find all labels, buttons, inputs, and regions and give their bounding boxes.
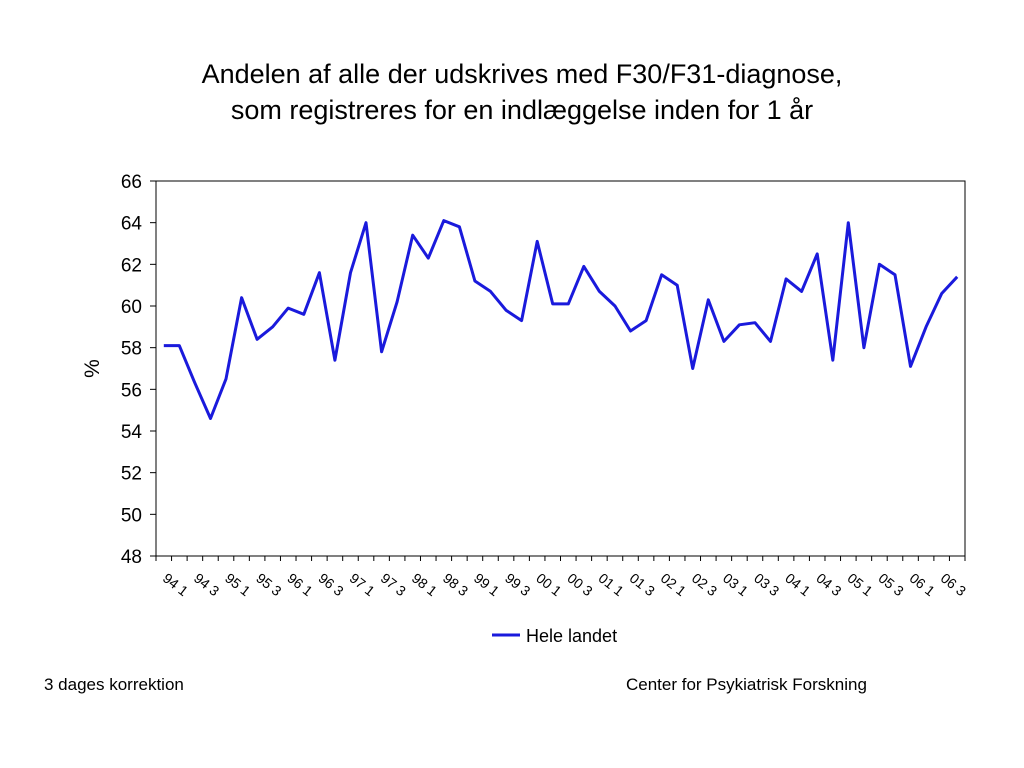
x-tick-label: 03 3 [751, 570, 782, 600]
x-tick-label: 04 1 [782, 570, 813, 600]
y-tick-label: 64 [121, 214, 143, 235]
y-tick-label: 52 [121, 464, 142, 485]
y-tick-label: 58 [121, 339, 142, 360]
x-tick-label: 99 1 [471, 570, 502, 600]
y-tick-label: 54 [121, 422, 143, 443]
x-tick-label: 96 3 [316, 570, 347, 600]
x-tick-label: 00 1 [533, 570, 564, 600]
series-line-hele-landet [163, 219, 959, 420]
x-tick-label: 01 1 [596, 570, 627, 600]
chart-title-line-1: Andelen af alle der udskrives med F30/F3… [201, 59, 843, 89]
x-tick-label: 01 3 [627, 570, 658, 600]
x-tick-label: 97 3 [378, 570, 409, 600]
x-tick-label: 94 3 [191, 570, 222, 600]
y-tick-label: 56 [121, 380, 142, 401]
x-tick-label: 98 1 [409, 570, 440, 600]
x-tick-label: 06 1 [907, 570, 938, 600]
x-tick-label: 04 3 [813, 570, 844, 600]
chart-title: Andelen af alle der udskrives med F30/F3… [0, 56, 1024, 128]
y-tick-label: 48 [121, 547, 142, 568]
y-tick-label: 66 [121, 172, 142, 193]
y-tick-label: 50 [121, 505, 142, 526]
footer-note: 3 dages korrektion [44, 675, 184, 694]
x-tick-label: 95 1 [222, 570, 253, 600]
plot-area [155, 180, 966, 557]
x-tick-label: 98 3 [440, 570, 471, 600]
y-tick-label: 62 [121, 255, 142, 276]
x-tick-label: 02 1 [658, 570, 689, 600]
x-tick-label: 03 1 [720, 570, 751, 600]
x-tick-label: 06 3 [938, 570, 969, 600]
x-tick-label: 02 3 [689, 570, 720, 600]
y-axis-label: % [81, 359, 104, 378]
x-tick-label: 94 1 [160, 570, 191, 600]
footer-source: Center for Psykiatrisk Forskning [626, 675, 867, 694]
x-tick-label: 96 1 [284, 570, 315, 600]
x-tick-label: 05 3 [876, 570, 907, 600]
x-tick-label: 95 3 [253, 570, 284, 600]
x-tick-label: 05 1 [844, 570, 875, 600]
x-tick-label: 97 1 [347, 570, 378, 600]
chart-title-line-2: som registreres for en indlæggelse inden… [230, 95, 814, 125]
legend-label: Hele landet [526, 626, 617, 646]
y-tick-label: 60 [121, 297, 142, 318]
x-tick-label: 99 3 [502, 570, 533, 600]
x-tick-label: 00 3 [564, 570, 595, 600]
